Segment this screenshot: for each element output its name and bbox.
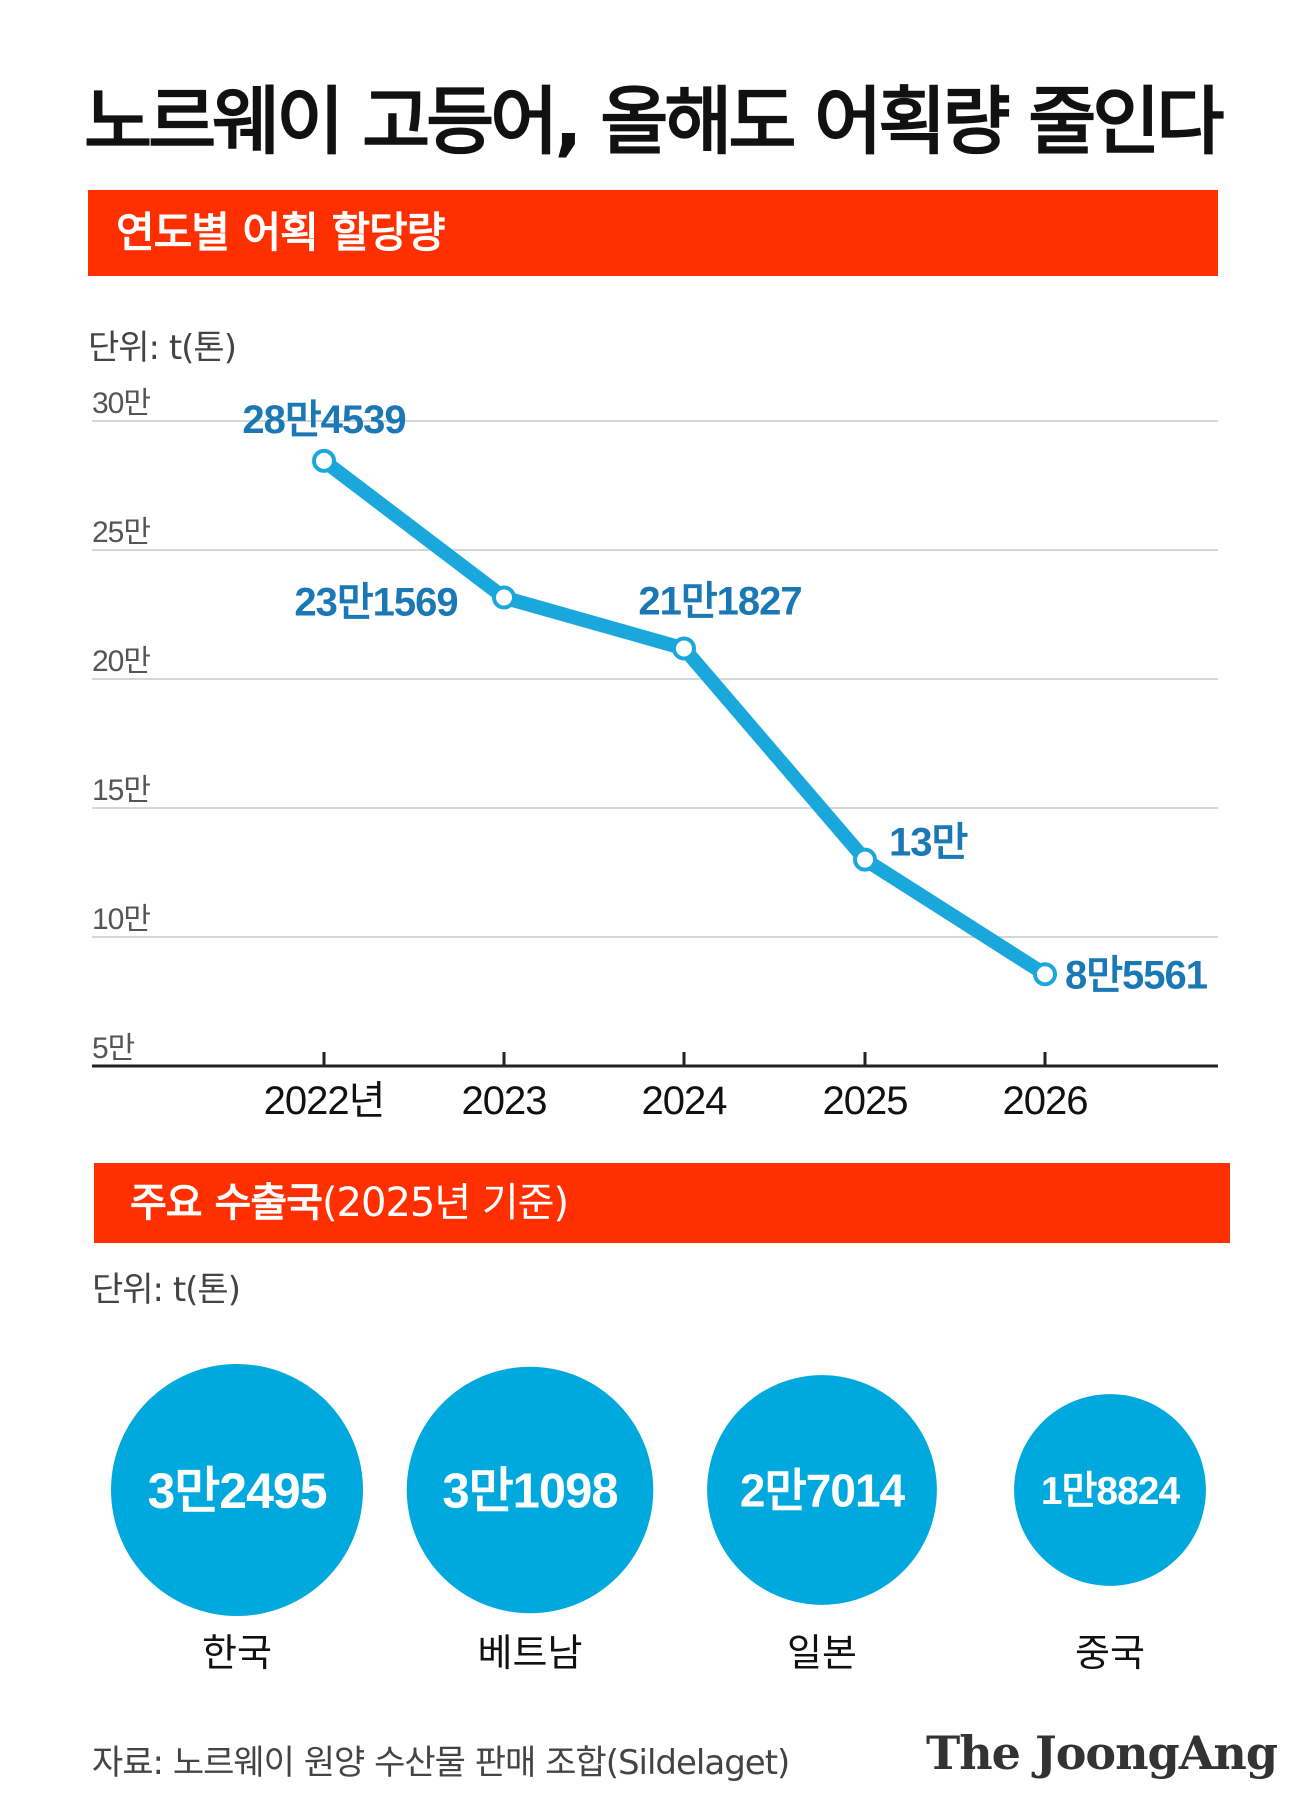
y-tick-label: 15만 bbox=[92, 774, 150, 807]
brand-logo: The JoongAng bbox=[926, 1726, 1278, 1780]
y-tick-label: 20만 bbox=[92, 645, 150, 678]
x-tick-label: 2024 bbox=[642, 1079, 728, 1123]
section-banner-export-countries: 주요 수출국(2025년 기준) bbox=[94, 1163, 1230, 1243]
y-tick-label: 30만 bbox=[92, 387, 150, 420]
bubble-chart: 3만2495 3만1098 2만7014 1만8824 bbox=[111, 1364, 1206, 1616]
y-tick-label: 25만 bbox=[92, 516, 150, 549]
country-label: 한국 bbox=[202, 1631, 272, 1675]
x-tick-label: 2023 bbox=[462, 1079, 547, 1123]
country-label: 베트남 bbox=[477, 1631, 583, 1675]
source-note: 자료: 노르웨이 원양 수산물 판매 조합(Sildelaget) bbox=[92, 1743, 790, 1783]
data-label: 21만1827 bbox=[638, 579, 801, 623]
bubble-value-label: 3만2495 bbox=[147, 1463, 326, 1519]
banner-main-text: 주요 수출국 bbox=[130, 1180, 323, 1226]
bubble bbox=[707, 1375, 937, 1605]
data-point bbox=[1033, 962, 1057, 987]
data-point bbox=[853, 847, 877, 872]
country-label: 일본 bbox=[787, 1631, 857, 1675]
page-title: 노르웨이 고등어, 올해도 어획량 줄인다 bbox=[84, 79, 1224, 165]
line-chart: 5만 10만 15만 20만 25만 30만 2022년 2023 2024 2025 2026 28… bbox=[92, 387, 1218, 1123]
country-label: 중국 bbox=[1075, 1631, 1145, 1675]
bubble bbox=[1014, 1394, 1206, 1586]
x-tick-label: 2022년 bbox=[264, 1079, 385, 1123]
series-line bbox=[317, 453, 1052, 982]
data-label: 23만1569 bbox=[294, 581, 457, 625]
data-label: 8만5561 bbox=[1065, 953, 1208, 997]
x-tick-label: 2025 bbox=[823, 1079, 908, 1123]
data-point bbox=[672, 636, 696, 661]
data-label: 28만4539 bbox=[242, 398, 405, 442]
section-banner-annual-quota: 연도별 어획 할당량 bbox=[88, 190, 1218, 276]
bubble-value-label: 1만8824 bbox=[1041, 1470, 1181, 1513]
bubble bbox=[406, 1366, 654, 1614]
bubble-value-label: 3만1098 bbox=[442, 1465, 617, 1519]
unit-label-line-chart: 단위: t(톤) bbox=[88, 328, 237, 368]
x-tick-label: 2026 bbox=[1003, 1079, 1088, 1123]
bubble bbox=[111, 1364, 363, 1616]
data-point bbox=[312, 448, 336, 473]
y-tick-label: 5만 bbox=[92, 1032, 135, 1065]
unit-label-bubble-chart: 단위: t(톤) bbox=[92, 1270, 241, 1310]
y-tick-label: 10만 bbox=[92, 903, 150, 936]
banner-sub-text: (2025년 기준) bbox=[321, 1180, 569, 1226]
data-point bbox=[492, 585, 516, 610]
data-label: 13만 bbox=[889, 821, 968, 865]
bubble-value-label: 2만7014 bbox=[740, 1465, 906, 1517]
